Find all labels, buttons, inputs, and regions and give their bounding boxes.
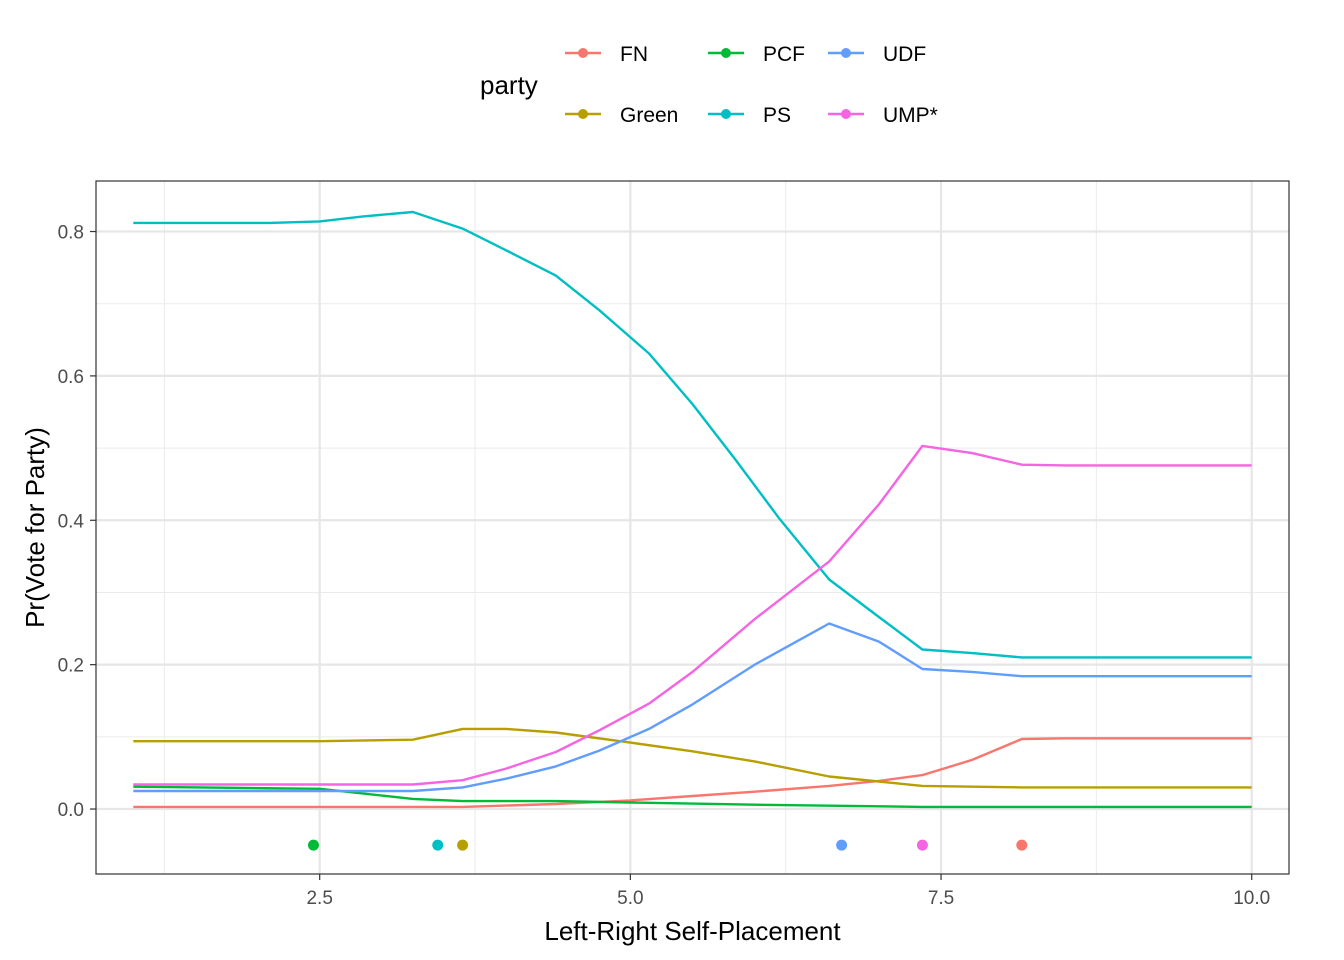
legend-item-PCF: PCF: [708, 43, 805, 66]
series-line-FN: [133, 737, 1252, 809]
series-line-UDF: [133, 622, 1252, 793]
y-tick-label: 0.4: [58, 511, 85, 532]
y-tick-label: 0.0: [58, 800, 84, 821]
legend-label: UDF: [883, 43, 926, 66]
panel-background: [96, 181, 1289, 874]
legend-label: PCF: [763, 43, 805, 66]
series-line-UMP*: [133, 444, 1252, 786]
x-tick-label: 7.5: [928, 888, 954, 909]
legend-key-point: [841, 48, 851, 58]
x-axis-title: Left-Right Self-Placement: [544, 916, 841, 946]
party-point-FN: [1016, 839, 1028, 851]
legend-label: UMP*: [883, 104, 938, 127]
y-axis-title: Pr(Vote for Party): [20, 427, 50, 628]
series-line-PS: [133, 210, 1252, 659]
party-point-UDF: [836, 839, 848, 851]
party-point-UMP*: [916, 839, 928, 851]
legend-item-UMP*: UMP*: [828, 104, 938, 127]
party-point-PCF: [307, 839, 319, 851]
legend: party FN PCF UDF Green PS UMP*: [480, 43, 938, 127]
legend-label: FN: [620, 43, 648, 66]
x-tick-label: 2.5: [306, 888, 332, 909]
legend-item-Green: Green: [565, 104, 678, 127]
legend-key-point: [841, 109, 851, 119]
legend-title: party: [480, 70, 538, 100]
legend-key-point: [721, 48, 731, 58]
y-tick-label: 0.8: [58, 223, 84, 244]
axes: 2.5 5.0 7.5 10.0 0.0 0.2 0.4 0.6 0.8 Left-Right S…: [20, 223, 1270, 946]
x-tick-label: 5.0: [617, 888, 643, 909]
legend-key-point: [578, 109, 588, 119]
legend-item-UDF: UDF: [828, 43, 926, 66]
legend-item-FN: FN: [565, 43, 648, 66]
panel-border: [95, 180, 1290, 875]
legend-key-point: [578, 48, 588, 58]
party-point-PS: [432, 839, 444, 851]
party-point-Green: [457, 839, 469, 851]
series-line-Green: [133, 727, 1252, 789]
legend-label: Green: [620, 104, 678, 127]
legend-key-point: [721, 109, 731, 119]
y-tick-label: 0.2: [58, 656, 84, 677]
x-tick-label: 10.0: [1233, 888, 1270, 909]
y-tick-label: 0.6: [58, 367, 84, 388]
plot-panel: [95, 180, 1290, 875]
legend-item-PS: PS: [708, 104, 791, 127]
legend-label: PS: [763, 104, 791, 127]
